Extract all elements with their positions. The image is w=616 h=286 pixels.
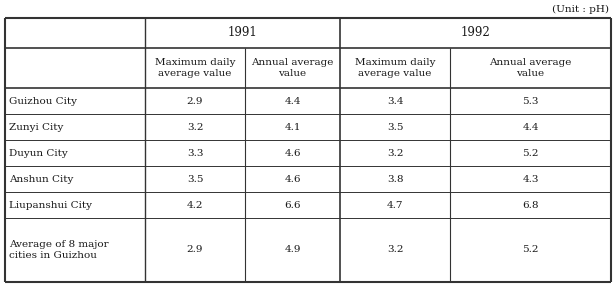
Text: 1991: 1991 [228,27,257,39]
Text: 3.5: 3.5 [387,122,403,132]
Text: 5.3: 5.3 [522,96,539,106]
Text: 3.2: 3.2 [387,148,403,158]
Text: 3.2: 3.2 [187,122,203,132]
Text: 1992: 1992 [461,27,490,39]
Text: Annual average
value: Annual average value [489,58,572,78]
Text: 5.2: 5.2 [522,148,539,158]
Text: 3.5: 3.5 [187,174,203,184]
Text: 4.4: 4.4 [284,96,301,106]
Text: Guizhou City: Guizhou City [9,96,77,106]
Text: Zunyi City: Zunyi City [9,122,63,132]
Text: 3.2: 3.2 [387,245,403,255]
Text: 2.9: 2.9 [187,96,203,106]
Text: 3.8: 3.8 [387,174,403,184]
Text: 3.3: 3.3 [187,148,203,158]
Text: 5.2: 5.2 [522,245,539,255]
Text: 4.1: 4.1 [284,122,301,132]
Text: Maximum daily
average value: Maximum daily average value [155,58,235,78]
Text: (Unit : pH): (Unit : pH) [552,5,609,14]
Text: 4.4: 4.4 [522,122,539,132]
Text: 6.8: 6.8 [522,200,539,210]
Text: 4.6: 4.6 [284,148,301,158]
Text: 4.3: 4.3 [522,174,539,184]
Text: 4.6: 4.6 [284,174,301,184]
Text: Duyun City: Duyun City [9,148,68,158]
Text: 4.7: 4.7 [387,200,403,210]
Text: Liupanshui City: Liupanshui City [9,200,92,210]
Text: 6.6: 6.6 [284,200,301,210]
Text: 2.9: 2.9 [187,245,203,255]
Text: 4.9: 4.9 [284,245,301,255]
Text: 4.2: 4.2 [187,200,203,210]
Text: 3.4: 3.4 [387,96,403,106]
Text: Maximum daily
average value: Maximum daily average value [355,58,436,78]
Text: Average of 8 major
cities in Guizhou: Average of 8 major cities in Guizhou [9,240,108,260]
Text: Annual average
value: Annual average value [251,58,334,78]
Text: Anshun City: Anshun City [9,174,73,184]
